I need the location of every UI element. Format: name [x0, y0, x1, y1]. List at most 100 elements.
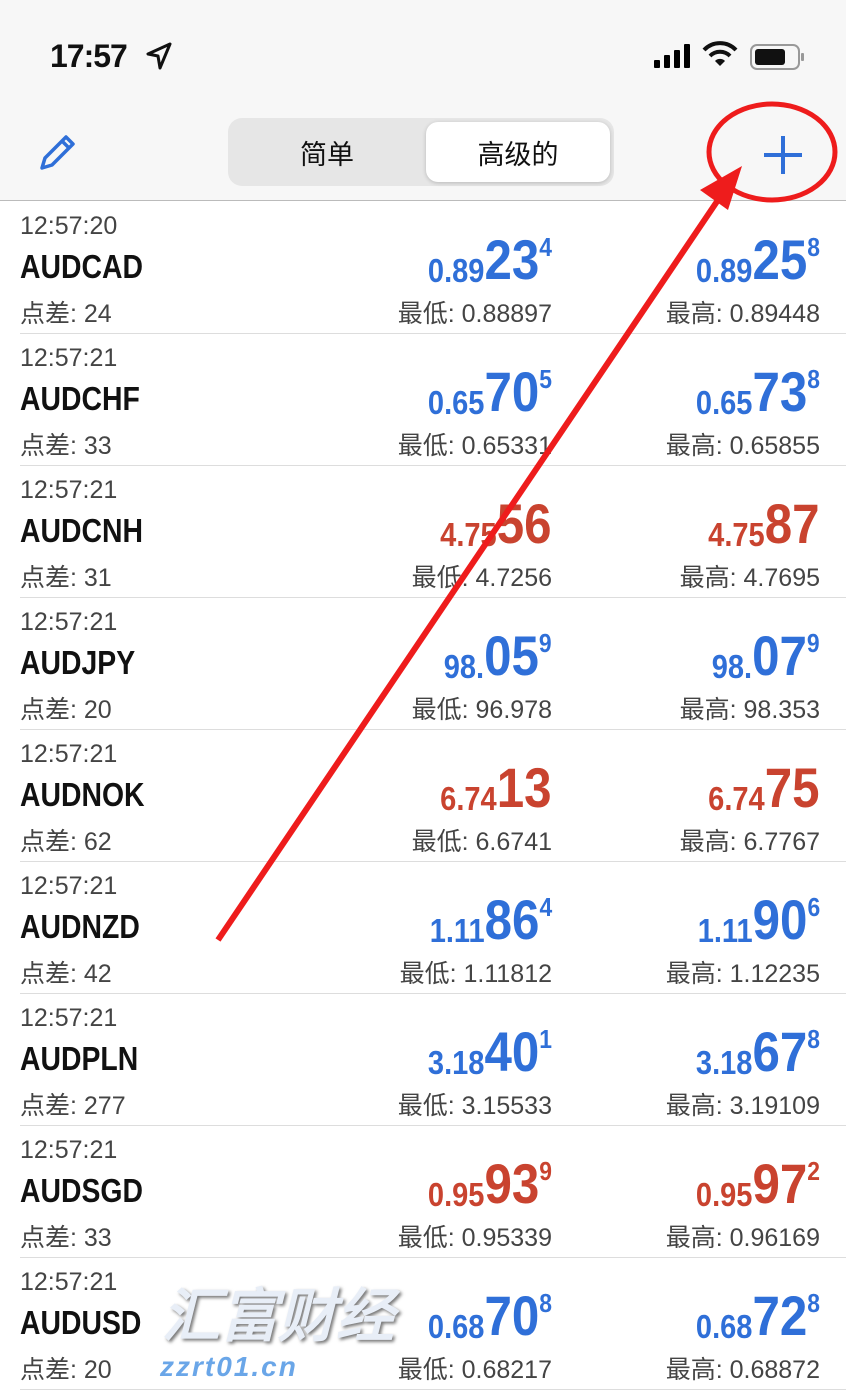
- bid-price-pips: 93: [484, 1152, 540, 1215]
- bid-price-prefix: 3.18: [427, 1044, 485, 1081]
- quote-time: 12:57:21: [20, 476, 118, 504]
- bid-price-fraction: 1: [539, 1024, 552, 1054]
- battery-icon: [750, 44, 804, 70]
- quote-row[interactable]: 12:57:21 AUDSGD 点差: 33 0.95 93 9 0.95 97…: [20, 1126, 846, 1258]
- quote-low: 最低: 96.978: [411, 696, 552, 724]
- quote-row[interactable]: 12:57:21 AUDCNH 点差: 31 4.75 56 4.75 87 最…: [20, 466, 846, 598]
- ask-price-fraction: 8: [807, 364, 820, 394]
- ask-price-prefix: 98.: [712, 648, 753, 685]
- ask-price-pips: 72: [752, 1284, 808, 1347]
- quote-symbol: AUDUSD: [20, 1304, 142, 1341]
- ask-price-prefix: 0.68: [695, 1308, 753, 1345]
- quote-time: 12:57:20: [20, 212, 118, 240]
- navigation-bar: 简单 高级的: [0, 100, 846, 201]
- bid-price: 98. 05 9: [444, 628, 552, 686]
- quote-row[interactable]: 12:57:20 AUDCAD 点差: 24 0.89 23 4 0.89 25…: [20, 202, 846, 334]
- bid-price-fraction: 9: [539, 1156, 552, 1186]
- bid-price: 0.95 93 9: [428, 1156, 552, 1214]
- ask-price: 0.65 73 8: [696, 364, 820, 422]
- quote-spread: 点差: 20: [20, 696, 112, 724]
- quote-spread: 点差: 24: [20, 300, 112, 328]
- ask-price-pips: 07: [752, 624, 808, 687]
- bid-price: 6.74 13: [441, 760, 552, 818]
- bid-price-fraction: 4: [539, 232, 552, 262]
- quote-high: 最高: 4.7695: [679, 564, 820, 592]
- quote-low: 最低: 4.7256: [411, 564, 552, 592]
- quote-time: 12:57:21: [20, 740, 118, 768]
- bid-price-prefix: 0.89: [427, 252, 485, 289]
- quote-spread: 点差: 42: [20, 960, 112, 988]
- bid-price-prefix: 4.75: [440, 516, 498, 553]
- bid-price-pips: 05: [484, 624, 540, 687]
- bid-price-fraction: 9: [539, 628, 552, 658]
- bid-price-pips: 56: [497, 492, 552, 555]
- watermark-logo: 汇富财经: [162, 1284, 395, 1349]
- bid-price: 0.65 70 5: [428, 364, 552, 422]
- ask-price-fraction: 2: [807, 1156, 820, 1186]
- quote-symbol: AUDCHF: [20, 380, 140, 417]
- quote-spread: 点差: 31: [20, 564, 112, 592]
- quote-row[interactable]: 12:57:21 AUDJPY 点差: 20 98. 05 9 98. 07 9…: [20, 598, 846, 730]
- quote-row[interactable]: 12:57:21 AUDPLN 点差: 277 3.18 40 1 3.18 6…: [20, 994, 846, 1126]
- bid-price-pips: 70: [484, 360, 540, 423]
- quote-high: 最高: 3.19109: [665, 1092, 820, 1120]
- ask-price-prefix: 3.18: [695, 1044, 753, 1081]
- quote-high: 最高: 0.65855: [665, 432, 820, 460]
- bid-price-prefix: 0.95: [427, 1176, 485, 1213]
- bid-price-pips: 40: [484, 1020, 540, 1083]
- bid-price-pips: 23: [484, 228, 540, 291]
- quote-low: 最低: 6.6741: [411, 828, 552, 856]
- ask-price-fraction: 9: [807, 628, 820, 658]
- bid-price: 4.75 56: [441, 496, 552, 554]
- ask-price: 0.95 97 2: [696, 1156, 820, 1214]
- quote-row[interactable]: 12:57:21 AUDNZD 点差: 42 1.11 86 4 1.11 90…: [20, 862, 846, 994]
- ask-price-fraction: 8: [807, 232, 820, 262]
- quote-high: 最高: 0.89448: [665, 300, 820, 328]
- segment-simple[interactable]: 简单: [300, 139, 354, 170]
- clock: 17:57: [50, 38, 128, 74]
- quote-symbol: AUDNZD: [20, 908, 140, 945]
- ask-price-prefix: 4.75: [708, 516, 766, 553]
- quote-symbol: AUDCAD: [20, 248, 143, 285]
- quote-spread: 点差: 62: [20, 828, 112, 856]
- signal-icon: [654, 44, 690, 68]
- bid-price-prefix: 1.11: [429, 912, 485, 949]
- ask-price: 6.74 75: [709, 760, 820, 818]
- ask-price-pips: 25: [752, 228, 808, 291]
- status-bar: 17:57: [0, 0, 846, 100]
- plus-icon[interactable]: [760, 132, 806, 178]
- quote-low: 最低: 0.65331: [397, 432, 552, 460]
- bid-price-pips: 13: [497, 756, 552, 819]
- bid-price-pips: 70: [484, 1284, 540, 1347]
- location-arrow-icon: [146, 42, 172, 70]
- quote-high: 最高: 0.96169: [665, 1224, 820, 1252]
- segment-advanced[interactable]: 高级的: [426, 122, 610, 182]
- quote-spread: 点差: 33: [20, 432, 112, 460]
- quote-row[interactable]: 12:57:21 AUDUSD 点差: 20 0.68 70 8 0.68 72…: [20, 1258, 846, 1390]
- ask-price-fraction: 8: [807, 1288, 820, 1318]
- quote-spread: 点差: 20: [20, 1356, 112, 1384]
- quote-spread: 点差: 33: [20, 1224, 112, 1252]
- ask-price-pips: 73: [752, 360, 808, 423]
- ask-price-pips: 75: [765, 756, 820, 819]
- bid-price-prefix: 6.74: [440, 780, 498, 817]
- quote-high: 最高: 98.353: [679, 696, 820, 724]
- wifi-icon: [702, 41, 738, 66]
- quote-symbol: AUDSGD: [20, 1172, 143, 1209]
- quote-row[interactable]: 12:57:21 AUDNOK 点差: 62 6.74 13 6.74 75 最…: [20, 730, 846, 862]
- quote-symbol: AUDNOK: [20, 776, 145, 813]
- pencil-icon[interactable]: [38, 132, 78, 172]
- bid-price: 3.18 40 1: [428, 1024, 552, 1082]
- ask-price-pips: 97: [752, 1152, 808, 1215]
- ask-price: 0.68 72 8: [696, 1288, 820, 1346]
- quote-time: 12:57:21: [20, 1136, 118, 1164]
- ask-price: 0.89 25 8: [696, 232, 820, 290]
- bid-price-prefix: 0.68: [427, 1308, 485, 1345]
- quote-time: 12:57:21: [20, 1004, 118, 1032]
- bid-price-fraction: 8: [539, 1288, 552, 1318]
- quote-low: 最低: 0.88897: [397, 300, 552, 328]
- ask-price-prefix: 0.95: [695, 1176, 753, 1213]
- segmented-control: 简单 高级的: [228, 118, 614, 186]
- bid-price-prefix: 98.: [444, 648, 485, 685]
- quote-row[interactable]: 12:57:21 AUDCHF 点差: 33 0.65 70 5 0.65 73…: [20, 334, 846, 466]
